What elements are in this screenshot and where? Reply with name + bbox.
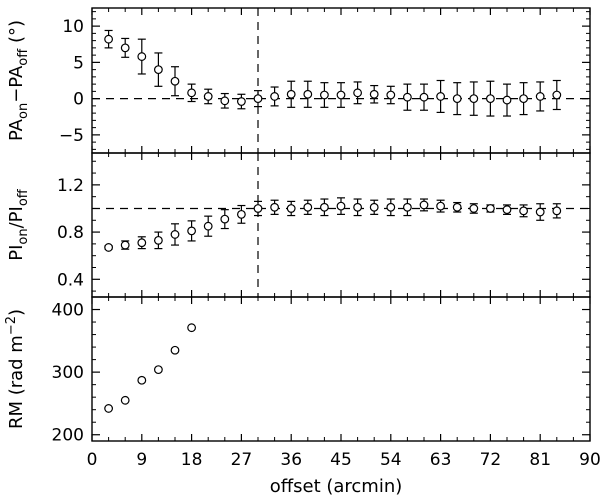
data-point <box>336 90 346 100</box>
x-tick-label: 27 <box>231 450 253 470</box>
data-point <box>436 92 446 101</box>
x-axis: 0 9 18 27 36 45 54 63 72 81 90 <box>87 450 601 470</box>
plot-frame <box>91 7 591 154</box>
y-tick-label: 0.8 <box>57 223 84 243</box>
x-axis-label: offset (arcmin) <box>270 476 403 497</box>
data-point <box>353 202 363 212</box>
data-point <box>187 88 197 98</box>
data-point <box>303 89 313 99</box>
data-point <box>286 89 296 99</box>
data-point <box>137 238 147 248</box>
x-tick-label: 45 <box>330 450 352 470</box>
data-point <box>320 202 329 212</box>
panel-pa-difference: −5 0 5 10 PAon−PAoff (°) <box>6 7 591 154</box>
x-tick-label: 9 <box>136 450 147 470</box>
data-point <box>519 94 528 104</box>
x-tick-label: 18 <box>181 450 203 470</box>
data-point <box>303 202 313 212</box>
data-point <box>187 323 197 333</box>
data-point <box>469 94 479 104</box>
x-tick-label: 0 <box>87 450 98 470</box>
data-point <box>104 243 113 252</box>
data-point <box>120 395 130 405</box>
data-point <box>170 345 180 355</box>
y-axis-label: RM (rad m−2) <box>4 309 27 429</box>
data-point <box>552 206 562 216</box>
data-point <box>104 404 113 413</box>
y-tick-label: 400 <box>52 301 84 321</box>
data-point <box>170 230 180 239</box>
plot-frame <box>91 152 591 298</box>
data-point <box>203 92 213 101</box>
data-point <box>153 365 163 375</box>
x-tick-label: 63 <box>430 450 452 470</box>
data-point <box>469 204 479 213</box>
y-axis-label: PIon/PIoff <box>6 188 31 261</box>
data-point <box>170 76 180 86</box>
data-point <box>403 202 412 212</box>
data-point <box>286 204 296 213</box>
data-point <box>270 92 280 101</box>
y-tick-label: 0.4 <box>57 270 84 290</box>
x-tick-label: 36 <box>280 450 302 470</box>
data-point <box>187 226 197 236</box>
data-point <box>153 235 163 245</box>
data-point <box>535 92 545 101</box>
y-tick-label: −5 <box>59 126 84 146</box>
y-tick-label: 0 <box>73 90 84 110</box>
panel-pi-ratio: 0.4 0.8 1.2 PIon/PIoff <box>6 152 591 298</box>
y-tick-label: 200 <box>52 426 84 446</box>
data-point <box>153 65 163 75</box>
panel-rotation-measure: 200 300 400 RM (rad m−2) <box>4 296 591 446</box>
x-tick-label: 72 <box>480 450 502 470</box>
data-point <box>386 90 396 100</box>
data-point <box>502 205 512 215</box>
data-point <box>220 214 230 224</box>
data-point <box>253 204 263 213</box>
data-point <box>502 95 512 105</box>
data-point <box>137 375 147 385</box>
data-point <box>486 94 495 104</box>
y-axis-label: PAon−PAoff (°) <box>6 20 31 141</box>
data-point <box>336 201 346 211</box>
data-point <box>369 202 379 212</box>
data-point <box>253 94 263 104</box>
data-point <box>120 240 130 250</box>
data-point <box>419 92 429 102</box>
data-point <box>320 90 329 100</box>
plot-frame <box>91 296 591 442</box>
data-point <box>386 202 396 212</box>
data-point <box>419 200 429 210</box>
data-point <box>203 221 213 231</box>
data-point <box>270 202 280 212</box>
data-point <box>452 202 462 212</box>
data-point <box>486 204 495 213</box>
y-tick-label: 300 <box>52 363 84 383</box>
data-point <box>353 88 363 98</box>
data-point <box>104 34 113 44</box>
y-tick-label: 5 <box>73 53 84 73</box>
data-point <box>436 201 446 211</box>
data-point <box>369 89 379 99</box>
data-point <box>120 43 130 53</box>
data-point <box>452 94 462 104</box>
data-point <box>552 90 562 100</box>
data-point <box>220 96 230 106</box>
data-point <box>236 209 246 219</box>
x-tick-label: 81 <box>529 450 551 470</box>
data-point <box>519 206 528 216</box>
data-point <box>236 97 246 106</box>
x-tick-label: 54 <box>380 450 402 470</box>
data-point <box>137 52 147 61</box>
data-point <box>535 207 545 217</box>
data-point <box>403 92 412 102</box>
y-tick-label: 10 <box>62 17 84 37</box>
x-tick-label: 90 <box>579 450 601 470</box>
y-tick-label: 1.2 <box>57 176 84 196</box>
